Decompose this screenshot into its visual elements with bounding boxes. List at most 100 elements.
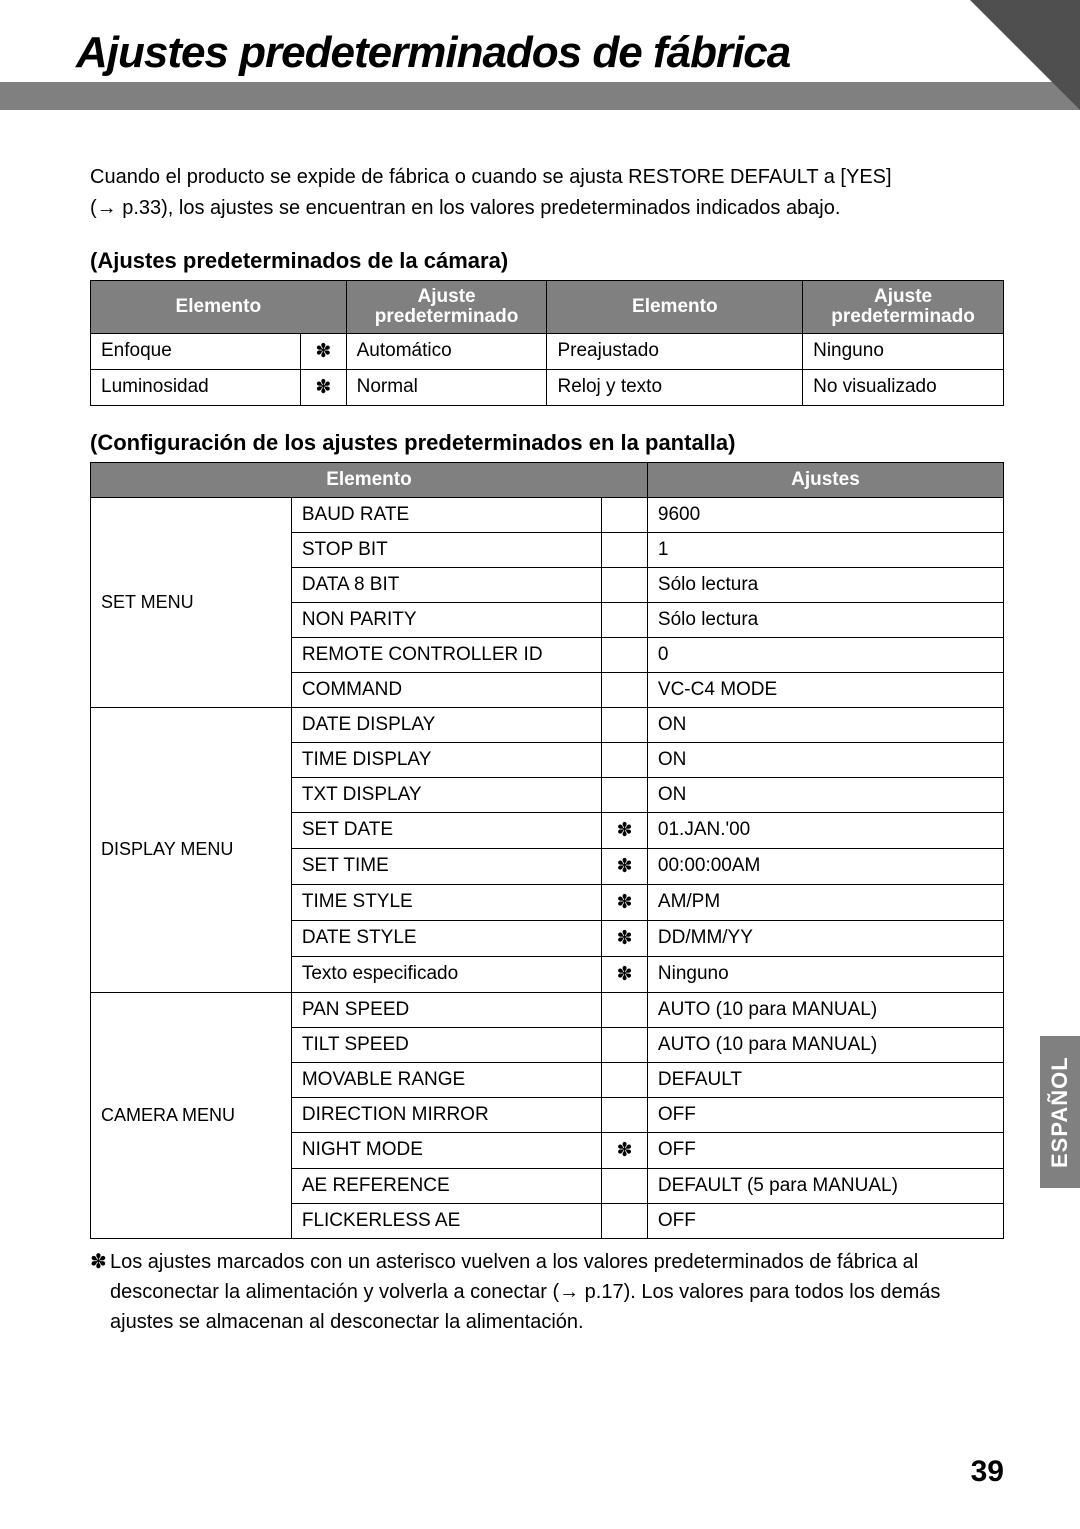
cell-value: OFF <box>647 1203 1003 1238</box>
cell-asterisk <box>602 532 648 567</box>
page-title: Ajustes predeterminados de fábrica <box>76 28 790 78</box>
screen-defaults-table: Elemento Ajustes SET MENUBAUD RATE 9600 ST… <box>90 462 1004 1239</box>
section1-heading: (Ajustes predeterminados de la cámara) <box>90 248 1004 274</box>
cell-value: Sólo lectura <box>647 567 1003 602</box>
th-elemento-right: Elemento <box>547 281 803 334</box>
cell-asterisk <box>602 1062 648 1097</box>
cell-value: OFF <box>647 1132 1003 1168</box>
cell-value: Automático <box>346 333 547 369</box>
cell-value: 01.JAN.'00 <box>647 812 1003 848</box>
cell-value: ON <box>647 707 1003 742</box>
page-number: 39 <box>971 1455 1004 1489</box>
cell-item: STOP BIT <box>291 532 601 567</box>
corner-triangle <box>970 0 1080 110</box>
cell-asterisk <box>602 672 648 707</box>
cell-asterisk <box>602 567 648 602</box>
cell-item: PAN SPEED <box>291 992 601 1027</box>
cell-asterisk: ✽ <box>602 1132 648 1168</box>
cell-asterisk <box>602 992 648 1027</box>
cell-value: ON <box>647 742 1003 777</box>
cell-value: 0 <box>647 637 1003 672</box>
cell-item: Texto especificado <box>291 956 601 992</box>
cell-item: REMOTE CONTROLLER ID <box>291 637 601 672</box>
table-row: Enfoque✽AutomáticoPreajustadoNinguno <box>91 333 1004 369</box>
cell-asterisk <box>602 777 648 812</box>
camera-defaults-table: Elemento Ajustepredeterminado Elemento A… <box>90 280 1004 406</box>
intro-line2: (→ p.33), los ajustes se encuentran en l… <box>90 197 840 219</box>
cell-asterisk: ✽ <box>300 369 346 405</box>
cell-asterisk <box>602 742 648 777</box>
cell-value: 9600 <box>647 497 1003 532</box>
cell-item: SET TIME <box>291 848 601 884</box>
cell-item: TXT DISPLAY <box>291 777 601 812</box>
header-bar: Ajustes predeterminados de fábrica <box>0 0 1080 116</box>
cell-item: DATE DISPLAY <box>291 707 601 742</box>
th-elemento-left: Elemento <box>91 281 347 334</box>
cell-value: DEFAULT <box>647 1062 1003 1097</box>
cell-item: COMMAND <box>291 672 601 707</box>
cell-value: AUTO (10 para MANUAL) <box>647 1027 1003 1062</box>
cell-item: DATE STYLE <box>291 920 601 956</box>
table-header-row: Elemento Ajustes <box>91 462 1004 497</box>
cell-asterisk: ✽ <box>602 812 648 848</box>
intro-line1: Cuando el producto se expide de fábrica … <box>90 166 892 188</box>
table-row: CAMERA MENUPAN SPEEDAUTO (10 para MANUAL… <box>91 992 1004 1027</box>
cell-value: ON <box>647 777 1003 812</box>
cell-value: Ninguno <box>803 333 1004 369</box>
cell-item: Reloj y texto <box>547 369 803 405</box>
cell-asterisk: ✽ <box>602 848 648 884</box>
table-row: Luminosidad✽NormalReloj y textoNo visual… <box>91 369 1004 405</box>
table-row: SET MENUBAUD RATE9600 <box>91 497 1004 532</box>
cell-value: Sólo lectura <box>647 602 1003 637</box>
cell-value: 1 <box>647 532 1003 567</box>
footnote-asterisk: ✽ <box>90 1247 110 1337</box>
table-header-row: Elemento Ajustepredeterminado Elemento A… <box>91 281 1004 334</box>
cell-value: Ninguno <box>647 956 1003 992</box>
cell-item: MOVABLE RANGE <box>291 1062 601 1097</box>
language-tab: ESPAÑOL <box>1040 1036 1080 1188</box>
th-ajuste-left: Ajustepredeterminado <box>346 281 547 334</box>
cell-value: VC-C4 MODE <box>647 672 1003 707</box>
cell-item: DATA 8 BIT <box>291 567 601 602</box>
th-ajustes: Ajustes <box>647 462 1003 497</box>
cell-item: Preajustado <box>547 333 803 369</box>
title-underline <box>0 82 1080 110</box>
cell-category: CAMERA MENU <box>91 992 292 1238</box>
cell-item: SET DATE <box>291 812 601 848</box>
cell-item: BAUD RATE <box>291 497 601 532</box>
cell-item: TIME DISPLAY <box>291 742 601 777</box>
cell-asterisk <box>602 637 648 672</box>
th-ajuste-right: Ajustepredeterminado <box>803 281 1004 334</box>
cell-value: AUTO (10 para MANUAL) <box>647 992 1003 1027</box>
cell-asterisk <box>602 1203 648 1238</box>
cell-item: NIGHT MODE <box>291 1132 601 1168</box>
cell-value: AM/PM <box>647 884 1003 920</box>
cell-value: 00:00:00AM <box>647 848 1003 884</box>
cell-category: DISPLAY MENU <box>91 707 292 992</box>
cell-asterisk: ✽ <box>602 956 648 992</box>
cell-value: Normal <box>346 369 547 405</box>
cell-asterisk <box>602 497 648 532</box>
cell-asterisk <box>602 602 648 637</box>
cell-asterisk <box>602 1168 648 1203</box>
th-elemento: Elemento <box>91 462 648 497</box>
cell-asterisk: ✽ <box>300 333 346 369</box>
cell-item: FLICKERLESS AE <box>291 1203 601 1238</box>
cell-asterisk: ✽ <box>602 920 648 956</box>
cell-item: DIRECTION MIRROR <box>291 1097 601 1132</box>
cell-asterisk <box>602 1027 648 1062</box>
footnote-text: Los ajustes marcados con un asterisco vu… <box>110 1247 1004 1337</box>
cell-value: No visualizado <box>803 369 1004 405</box>
cell-category: SET MENU <box>91 497 292 707</box>
cell-item: Enfoque <box>91 333 301 369</box>
footnote: ✽ Los ajustes marcados con un asterisco … <box>90 1247 1004 1337</box>
cell-asterisk: ✽ <box>602 884 648 920</box>
table-row: DISPLAY MENUDATE DISPLAYON <box>91 707 1004 742</box>
content-area: Cuando el producto se expide de fábrica … <box>0 116 1080 1337</box>
cell-value: DEFAULT (5 para MANUAL) <box>647 1168 1003 1203</box>
intro-text: Cuando el producto se expide de fábrica … <box>90 162 1004 224</box>
section2-heading: (Configuración de los ajustes predetermi… <box>90 430 1004 456</box>
cell-item: TIME STYLE <box>291 884 601 920</box>
cell-item: NON PARITY <box>291 602 601 637</box>
cell-asterisk <box>602 1097 648 1132</box>
